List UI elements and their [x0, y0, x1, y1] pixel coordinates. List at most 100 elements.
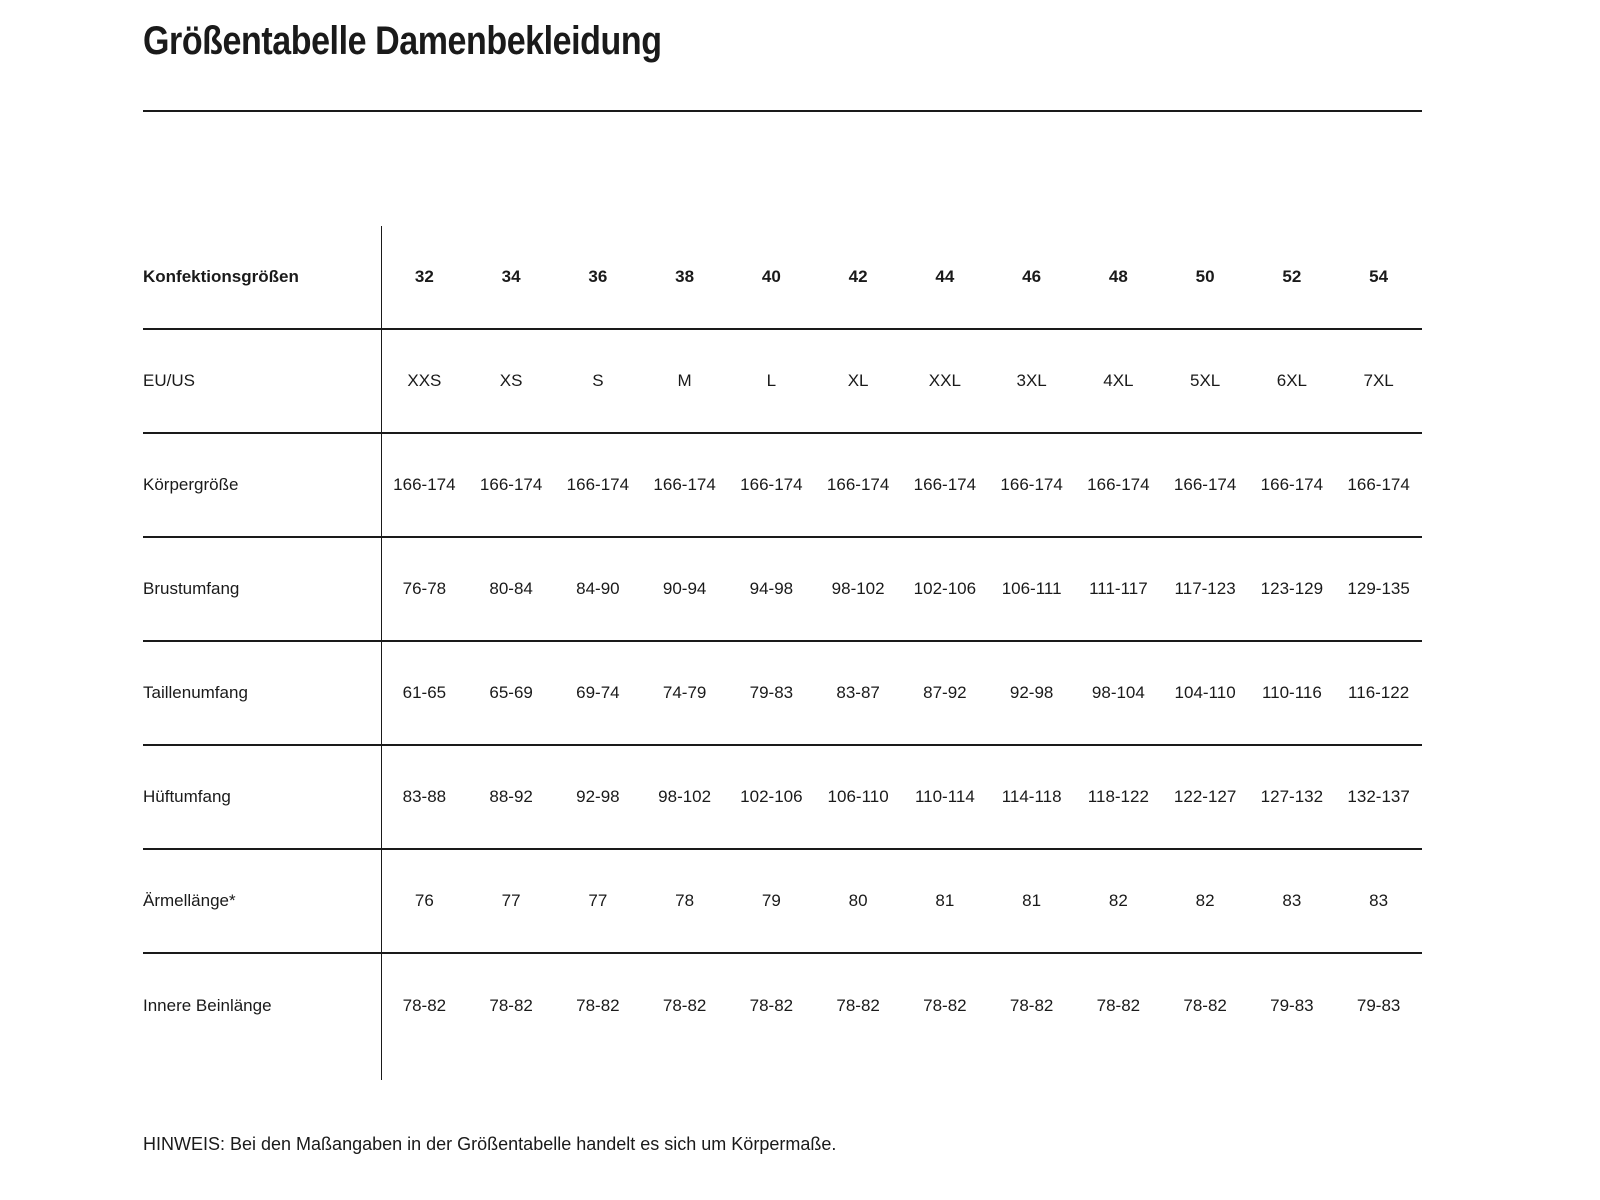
table-cell: 104-110 — [1174, 683, 1236, 702]
table-cell: 166-174 — [1347, 475, 1410, 494]
row-label: Ärmellänge* — [143, 891, 236, 910]
table-cell: 106-111 — [1001, 579, 1062, 598]
table-cell: 78-82 — [836, 996, 880, 1015]
row-label: Brustumfang — [143, 579, 240, 598]
table-cell: 92-98 — [576, 787, 620, 806]
table-row: Hüftumfang 83-88 88-92 92-98 98-102 102-106 10… — [143, 746, 1422, 850]
table-row: EU/US XXS XS S M L XL XXL 3XL 4XL 5XL 6XL 7XL — [143, 330, 1422, 434]
table-cell: 98-104 — [1091, 683, 1145, 702]
table-cell: 106-110 — [827, 787, 889, 806]
table-cell: 78-82 — [1096, 996, 1141, 1015]
table-cell: 123-129 — [1260, 579, 1324, 598]
content-area: Größentabelle Damenbekleidung Konfektion… — [143, 0, 1422, 1155]
table-cell: 80 — [848, 891, 868, 910]
table-cell: 166-174 — [1087, 475, 1150, 494]
table-cell: 44 — [935, 267, 955, 286]
table-cell: 79-83 — [749, 683, 794, 702]
table-row: Körpergröße 166-174 166-174 166-174 166-174 1… — [143, 434, 1422, 538]
table-cell: 117-123 — [1174, 579, 1236, 598]
table-cell: S — [592, 371, 604, 390]
row-label: Innere Beinlänge — [143, 996, 272, 1015]
table-cell: 166-174 — [913, 475, 977, 494]
table-cell: 78-82 — [923, 996, 967, 1015]
table-cell: 78-82 — [402, 996, 447, 1015]
page-title: Größentabelle Damenbekleidung — [143, 19, 662, 63]
table-cell: 129-135 — [1347, 579, 1410, 598]
table-cell: 32 — [414, 267, 434, 286]
table-cell: 76 — [414, 891, 434, 910]
table-row: Ärmellänge* 76 77 77 78 79 80 81 81 82 82 83 83 — [143, 850, 1422, 954]
table-cell: 80-84 — [489, 579, 533, 598]
table-cell: 46 — [1022, 267, 1042, 286]
table-cell: 4XL — [1103, 371, 1134, 390]
table-cell: 5XL — [1190, 371, 1221, 390]
table-cell: 82 — [1108, 891, 1128, 910]
table-cell: 34 — [501, 267, 521, 286]
table-cell: 83-87 — [836, 683, 880, 702]
table-cell: 110-114 — [914, 787, 975, 806]
table-cell: 132-137 — [1347, 787, 1410, 806]
table-cell: 78-82 — [1009, 996, 1054, 1015]
table-vertical-divider — [381, 226, 382, 1080]
table-cell: 116-122 — [1348, 683, 1410, 702]
table-cell: 166-174 — [653, 475, 716, 494]
table-cell: 102-106 — [740, 787, 803, 806]
table-cell: 79-83 — [1270, 996, 1314, 1015]
table-cell: 166-174 — [740, 475, 803, 494]
table-cell: 74-79 — [662, 683, 707, 702]
table-row: Brustumfang 76-78 80-84 84-90 90-94 94-98 98-1… — [143, 538, 1422, 642]
table-cell: 82 — [1195, 891, 1215, 910]
table-row: Taillenumfang 61-65 65-69 69-74 74-79 79-83 83… — [143, 642, 1422, 746]
table-cell: 94-98 — [749, 579, 794, 598]
table-cell: XS — [499, 371, 523, 390]
table-cell: 78-82 — [489, 996, 533, 1015]
table-cell: 127-132 — [1260, 787, 1324, 806]
table-cell: 7XL — [1363, 371, 1394, 390]
table-row: Innere Beinlänge 78-82 78-82 78-82 78-82 78-8… — [143, 954, 1422, 1058]
table-cell: 83-88 — [402, 787, 447, 806]
table-cell: 3XL — [1016, 371, 1047, 390]
table-cell: 77 — [501, 891, 521, 910]
row-label: Körpergröße — [143, 475, 239, 494]
table-cell: M — [677, 371, 692, 390]
table-cell: 79-83 — [1356, 996, 1401, 1015]
table-cell: 54 — [1369, 267, 1389, 286]
table-cell: 84-90 — [576, 579, 620, 598]
table-cell: 166-174 — [1173, 475, 1237, 494]
table-cell: 166-174 — [393, 475, 456, 494]
table-cell: 111-117 — [1089, 579, 1148, 598]
table-cell: 69-74 — [576, 683, 620, 702]
table-cell: XXS — [407, 371, 442, 390]
table-cell: 78-82 — [662, 996, 707, 1015]
table-cell: 92-98 — [1009, 683, 1054, 702]
table-cell: 166-174 — [1000, 475, 1063, 494]
table-cell: 78-82 — [749, 996, 794, 1015]
table-cell: 65-69 — [489, 683, 533, 702]
row-label: Konfektionsgrößen — [143, 267, 299, 286]
table-cell: 98-102 — [658, 787, 712, 806]
row-label: Hüftumfang — [143, 787, 231, 806]
table-cell: XXL — [928, 371, 961, 390]
table-cell: 48 — [1108, 267, 1128, 286]
table-cell: 102-106 — [913, 579, 977, 598]
table-cell: 81 — [935, 891, 955, 910]
table-cell: 87-92 — [923, 683, 967, 702]
table-cell: 36 — [588, 267, 608, 286]
table-cell: 166-174 — [826, 475, 890, 494]
table-cell: 77 — [588, 891, 608, 910]
title-divider — [143, 110, 1422, 112]
table-cell: 79 — [761, 891, 781, 910]
table-cell: 81 — [1022, 891, 1042, 910]
table-cell: 88-92 — [489, 787, 533, 806]
row-label: Taillenumfang — [143, 683, 248, 702]
table-cell: 6XL — [1276, 371, 1307, 390]
table-cell: 83 — [1369, 891, 1389, 910]
table-cell: 78 — [675, 891, 695, 910]
table-cell: 114-118 — [1001, 787, 1062, 806]
footnote: HINWEIS: Bei den Maßangaben in der Größe… — [143, 1134, 837, 1154]
table-cell: 76-78 — [402, 579, 447, 598]
table-cell: 78-82 — [576, 996, 620, 1015]
table-cell: 166-174 — [566, 475, 630, 494]
table-header-row: Konfektionsgrößen 32 34 36 38 40 42 44 46 48 50 52 5… — [143, 226, 1422, 330]
